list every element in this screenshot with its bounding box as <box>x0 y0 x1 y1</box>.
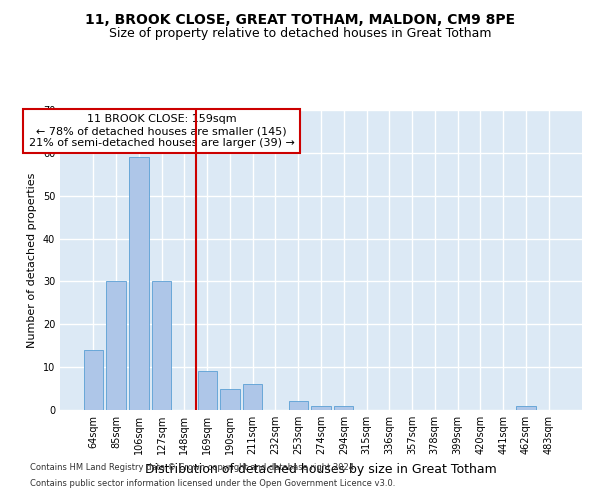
Bar <box>220 388 239 410</box>
Y-axis label: Number of detached properties: Number of detached properties <box>27 172 37 348</box>
Bar <box>334 406 353 410</box>
Bar <box>106 282 126 410</box>
Bar <box>84 350 103 410</box>
Bar <box>152 282 172 410</box>
Text: Contains HM Land Registry data © Crown copyright and database right 2024.: Contains HM Land Registry data © Crown c… <box>30 464 356 472</box>
Bar <box>289 402 308 410</box>
Text: Size of property relative to detached houses in Great Totham: Size of property relative to detached ho… <box>109 28 491 40</box>
Text: 11 BROOK CLOSE: 159sqm
← 78% of detached houses are smaller (145)
21% of semi-de: 11 BROOK CLOSE: 159sqm ← 78% of detached… <box>29 114 295 148</box>
Bar <box>311 406 331 410</box>
Bar <box>129 157 149 410</box>
Bar <box>197 372 217 410</box>
Bar <box>516 406 536 410</box>
Bar <box>243 384 262 410</box>
X-axis label: Distribution of detached houses by size in Great Totham: Distribution of detached houses by size … <box>145 462 497 475</box>
Text: Contains public sector information licensed under the Open Government Licence v3: Contains public sector information licen… <box>30 478 395 488</box>
Text: 11, BROOK CLOSE, GREAT TOTHAM, MALDON, CM9 8PE: 11, BROOK CLOSE, GREAT TOTHAM, MALDON, C… <box>85 12 515 26</box>
